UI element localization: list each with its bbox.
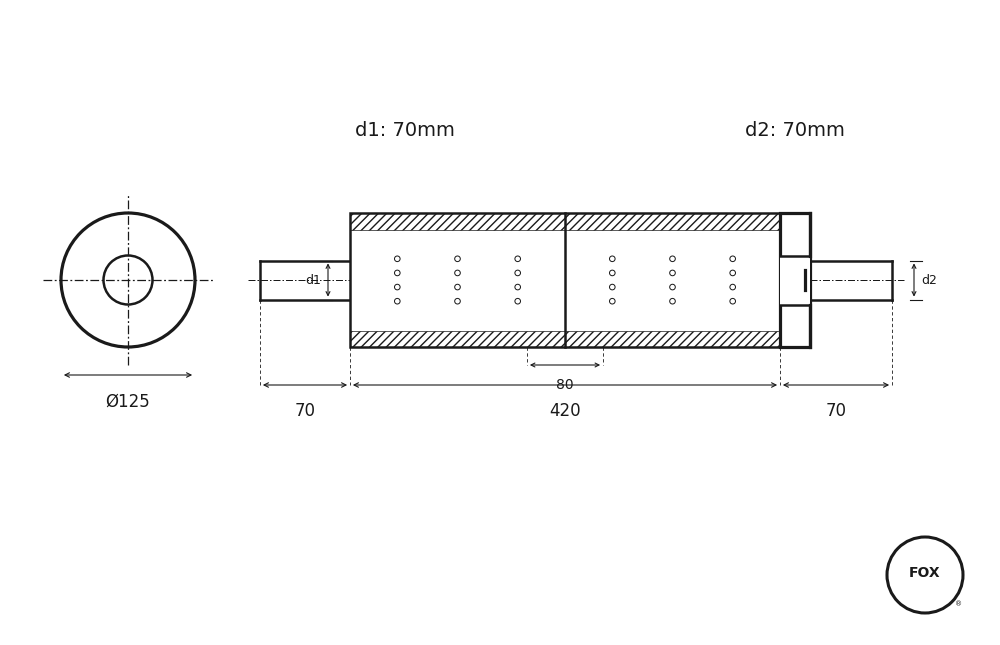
Bar [350, 213, 780, 347]
Bar [565, 330, 780, 347]
Text: d2: 70mm: d2: 70mm [745, 121, 845, 139]
Text: d2: d2 [921, 273, 937, 286]
Text: d1: d1 [305, 273, 321, 286]
Bar [350, 213, 565, 230]
Bar [350, 213, 780, 347]
Bar [780, 213, 810, 347]
Text: ®: ® [955, 602, 962, 608]
Bar [780, 255, 810, 304]
Circle shape [887, 537, 963, 613]
Bar [565, 213, 780, 230]
Text: 70: 70 [294, 402, 316, 420]
Text: 420: 420 [549, 402, 581, 420]
Text: d1: 70mm: d1: 70mm [355, 121, 455, 139]
Text: FOX: FOX [909, 566, 941, 580]
Text: Ø125: Ø125 [106, 393, 150, 411]
Text: 70: 70 [826, 402, 846, 420]
Text: 80: 80 [556, 378, 574, 392]
Bar [350, 330, 565, 347]
